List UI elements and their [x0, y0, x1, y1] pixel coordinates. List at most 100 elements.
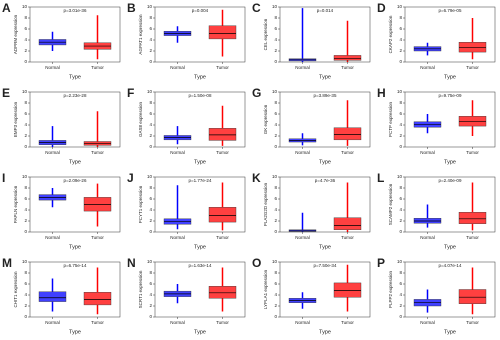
y-tick-label: 4 — [149, 292, 152, 297]
y-tick-label: 10 — [272, 174, 278, 179]
plot-frame — [154, 261, 246, 318]
panel-letter: E — [2, 86, 10, 100]
p-value: p=4.7e-36 — [315, 178, 336, 183]
x-tick-label: Tumor — [466, 320, 479, 325]
x-axis-label: Type — [444, 329, 456, 335]
y-tick-label: 8 — [149, 100, 152, 105]
y-tick-label: 6 — [24, 26, 27, 31]
p-value: p=3.89e-35 — [314, 93, 337, 98]
y-tick-label: 2 — [149, 303, 152, 308]
plot-frame — [404, 176, 496, 233]
y-tick-label: 2 — [399, 133, 402, 138]
p-value: p=1.63e-14 — [189, 263, 212, 268]
y-tick-label: 4 — [274, 122, 277, 127]
p-value: p=6.75e-14 — [64, 263, 87, 268]
y-tick-label: 10 — [397, 89, 403, 94]
y-tick-label: 0 — [24, 144, 27, 149]
panel-letter: O — [252, 256, 261, 270]
y-tick-label: 6 — [399, 111, 402, 116]
x-tick-label: Normal — [170, 320, 185, 325]
y-axis-label: PCYT1 expression — [138, 185, 143, 223]
y-axis-label: SCRT1 expression — [138, 270, 143, 308]
p-value: p=4.07e-14 — [439, 263, 462, 268]
x-tick-label: Tumor — [466, 65, 479, 70]
box — [208, 25, 237, 40]
panel-letter: G — [252, 86, 261, 100]
y-tick-label: 10 — [147, 4, 153, 9]
panel-letter: I — [2, 171, 5, 185]
panel-letter: P — [377, 256, 385, 270]
box — [333, 55, 362, 61]
y-tick-label: 10 — [272, 259, 278, 264]
panel: GGK expression p=3.89e-35 Type 0 2 4 6 8 10 Norma… — [252, 86, 371, 165]
y-tick-label: 4 — [274, 37, 277, 42]
y-tick-label: 8 — [24, 270, 27, 275]
x-axis-label: Type — [319, 329, 331, 335]
p-value: p=6.79e-05 — [439, 8, 462, 13]
y-tick-label: 10 — [397, 259, 403, 264]
x-axis-label: Type — [69, 74, 81, 80]
panel-letter: M — [2, 256, 12, 270]
y-tick-label: 10 — [397, 4, 403, 9]
y-tick-label: 8 — [399, 100, 402, 105]
y-tick-label: 10 — [22, 259, 28, 264]
box — [333, 282, 362, 298]
y-tick-label: 4 — [274, 207, 277, 212]
x-tick-label: Tumor — [341, 235, 354, 240]
y-tick-label: 4 — [149, 122, 152, 127]
y-tick-label: 0 — [399, 314, 402, 319]
y-tick-label: 10 — [272, 4, 278, 9]
y-tick-label: 2 — [149, 133, 152, 138]
plot-frame — [154, 176, 246, 233]
x-axis-label: Type — [319, 159, 331, 165]
plot-frame — [29, 6, 121, 63]
x-tick-label: Normal — [295, 235, 310, 240]
y-tick-label: 2 — [274, 303, 277, 308]
box — [458, 42, 487, 53]
box — [208, 286, 237, 299]
panel-letter: A — [2, 1, 11, 15]
plot-frame — [279, 6, 371, 63]
y-axis-label: PLPP2 expression — [388, 270, 393, 308]
y-axis-label: PAPLN expression — [13, 185, 18, 223]
box — [458, 115, 487, 127]
x-tick-label: Normal — [420, 235, 435, 240]
x-axis-label: Type — [444, 74, 456, 80]
panel-letter: D — [377, 1, 386, 15]
y-tick-label: 0 — [149, 229, 152, 234]
y-axis-label: EMP3 expression — [13, 101, 18, 137]
y-axis-label: CEL expression — [263, 18, 268, 50]
x-axis-label: Type — [319, 74, 331, 80]
box — [458, 289, 487, 305]
x-tick-label: Normal — [420, 320, 435, 325]
box — [458, 211, 487, 224]
box — [83, 292, 112, 306]
y-tick-label: 4 — [399, 207, 402, 212]
x-tick-label: Normal — [295, 150, 310, 155]
x-tick-label: Tumor — [91, 235, 104, 240]
panel: F GAS8 expression p=1.50e-08 Type 0 2 4 6 8 10 Nor… — [127, 86, 246, 165]
plot-frame — [279, 261, 371, 318]
y-tick-label: 8 — [149, 270, 152, 275]
y-tick-label: 4 — [399, 292, 402, 297]
y-tick-label: 8 — [24, 185, 27, 190]
y-tick-label: 0 — [399, 144, 402, 149]
y-tick-label: 10 — [272, 89, 278, 94]
panel-letter: B — [127, 1, 136, 15]
panel-letter: J — [127, 171, 134, 185]
box — [208, 207, 237, 223]
box — [38, 291, 67, 302]
y-tick-label: 4 — [399, 122, 402, 127]
y-tick-label: 2 — [399, 48, 402, 53]
plot-frame — [404, 261, 496, 318]
x-tick-label: Normal — [45, 235, 60, 240]
plot-frame — [279, 176, 371, 233]
y-tick-label: 8 — [149, 15, 152, 20]
